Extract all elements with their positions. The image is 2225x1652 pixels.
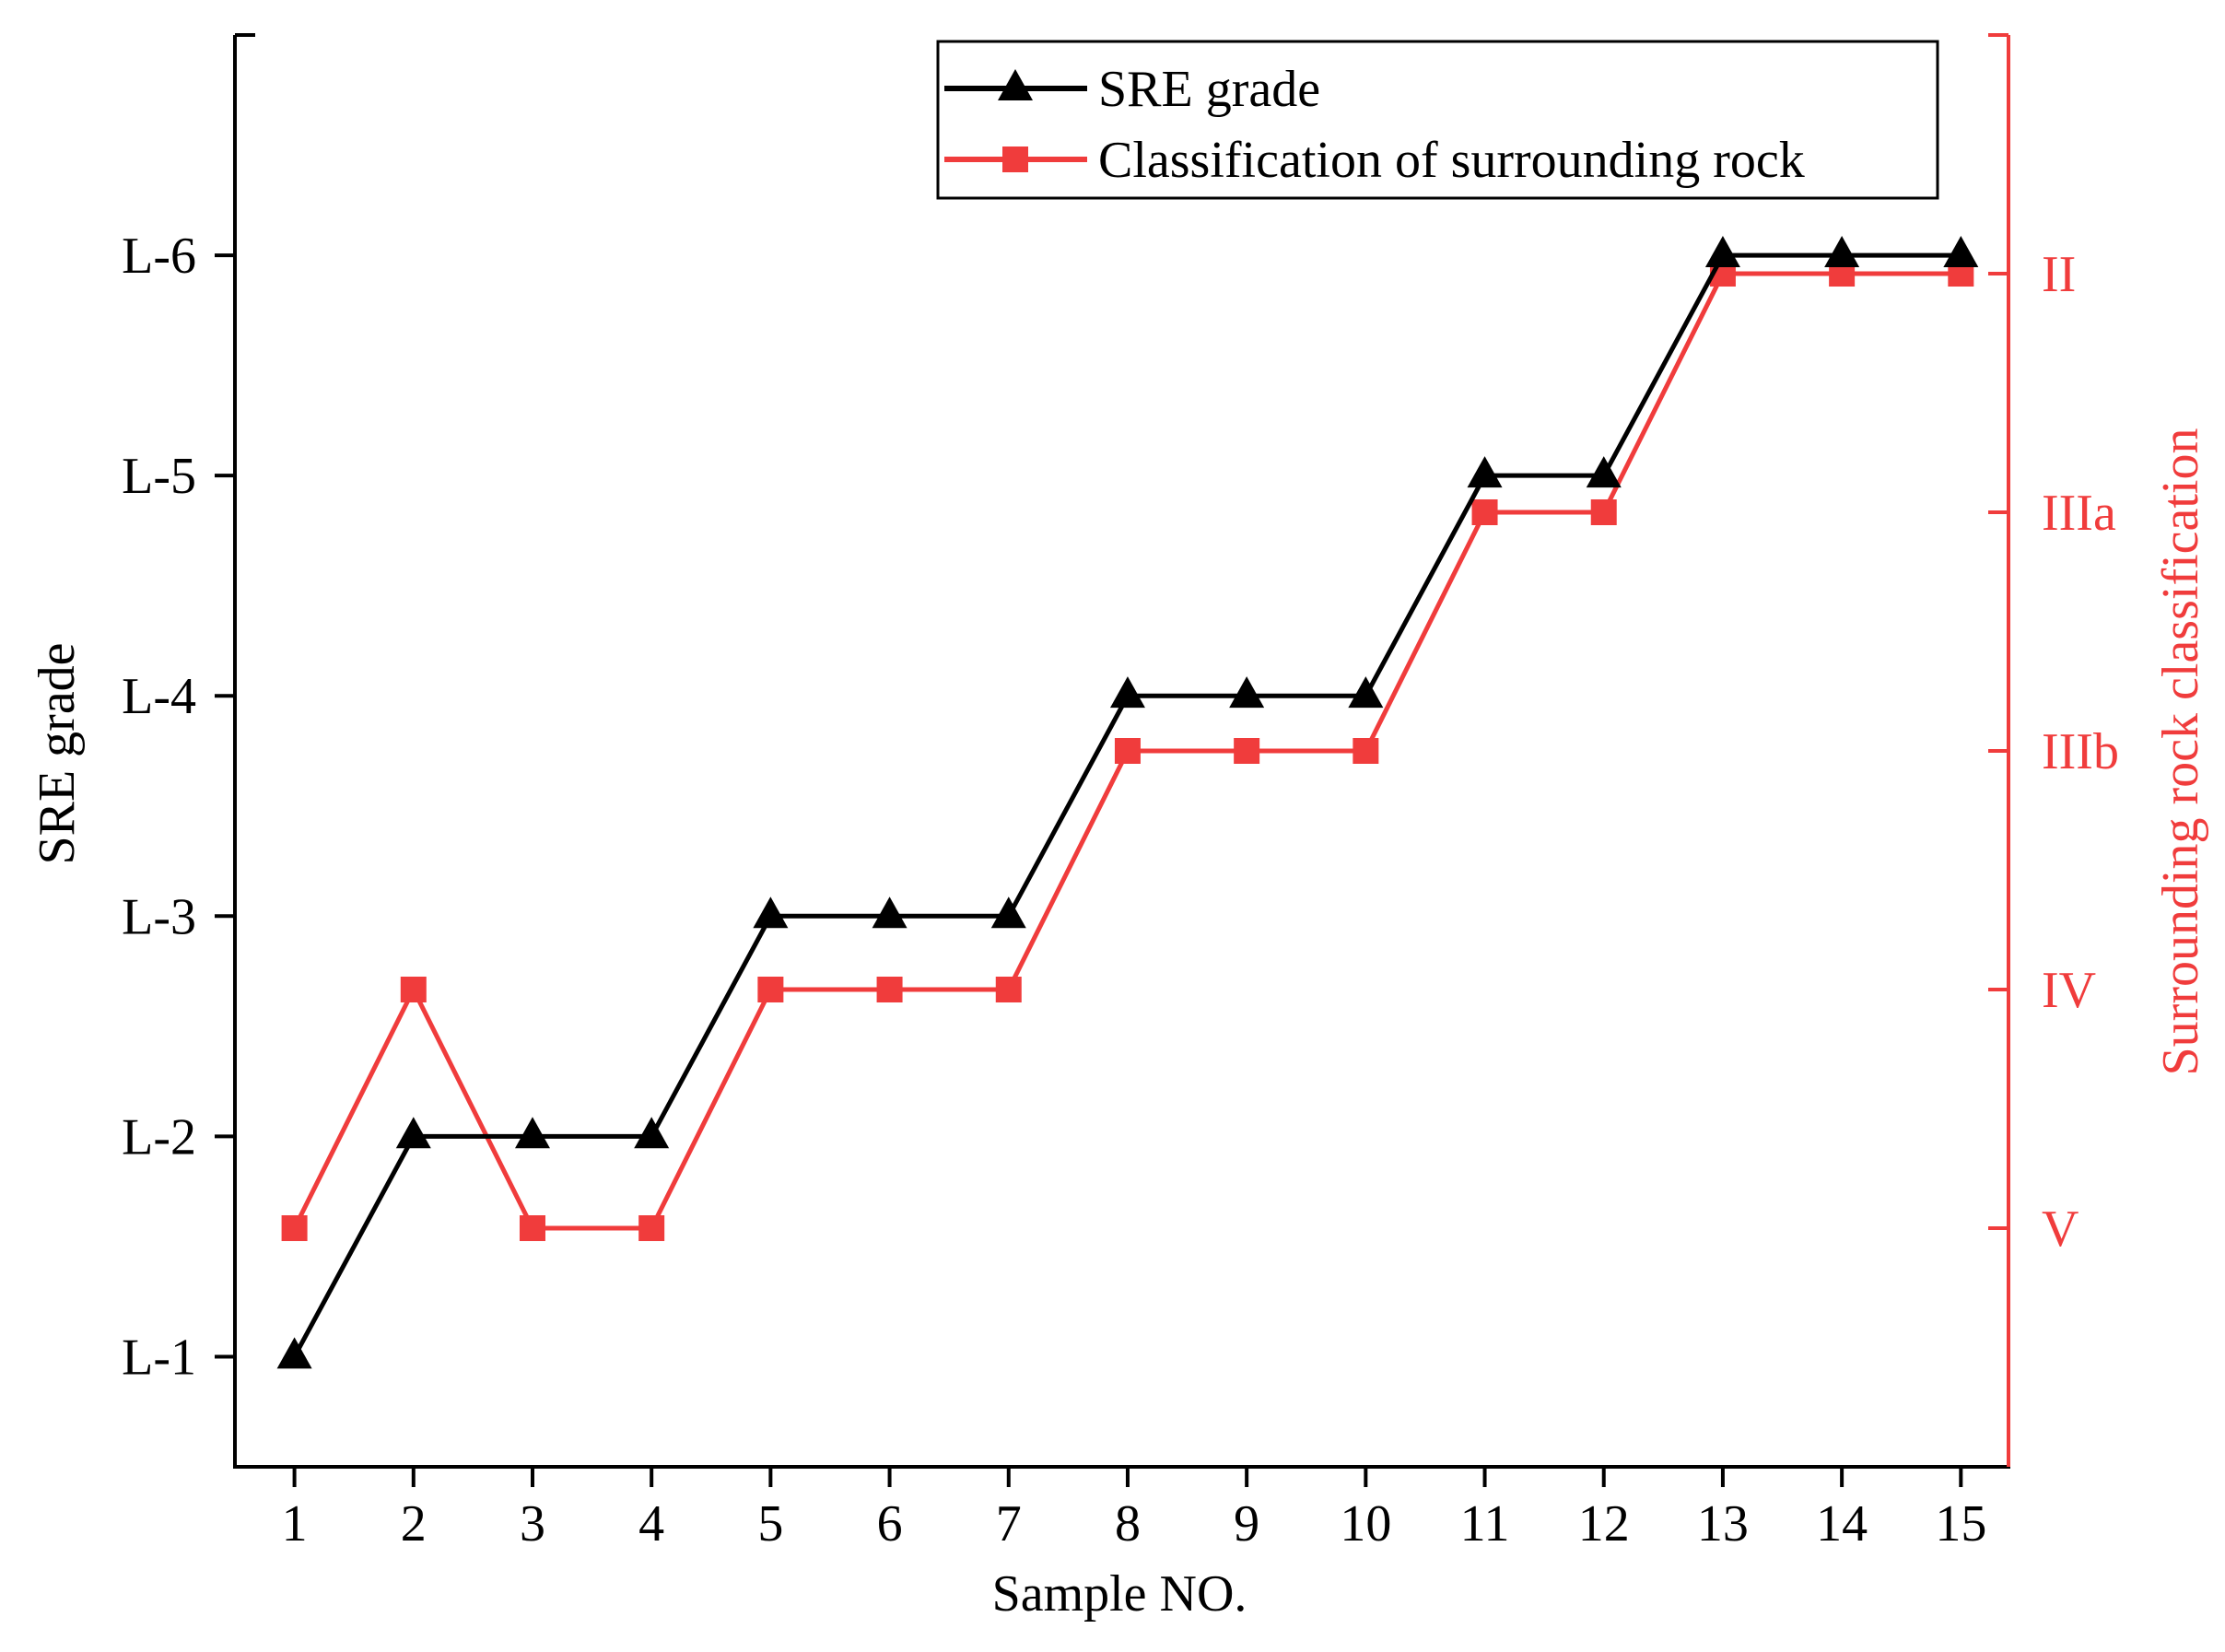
x-tick-label: 8 [1115,1495,1141,1552]
sre-grade-point [1229,676,1265,709]
sre-grade-point [395,1117,431,1149]
x-tick-label: 11 [1460,1495,1510,1552]
sre-grade-point [1824,235,1860,267]
x-tick-label: 12 [1578,1495,1630,1552]
x-axis-title: Sample NO. [992,1565,1247,1623]
classification-point [1114,738,1141,764]
x-tick-label: 6 [877,1495,903,1552]
x-tick-label: 10 [1340,1495,1391,1552]
classification-point [1234,738,1260,764]
sre-grade-point [1586,456,1622,488]
legend-box [936,40,1939,200]
classification-point [995,977,1022,1002]
x-tick-label: 3 [520,1495,545,1552]
classification-point [400,977,427,1002]
classification-point [1471,499,1498,525]
sre-grade-point [1943,235,1979,267]
x-tick-label: 2 [401,1495,427,1552]
y2-axis-ticks: V IV IIIb IIIa II [1988,246,2119,1258]
classification-point [1590,499,1617,525]
y-tick-label: L-6 [122,228,196,285]
sre-grade-point [872,896,908,929]
y-tick-label: L-1 [122,1329,196,1386]
y-tick-label: L-5 [122,448,196,505]
y2-tick-label: IV [2042,962,2096,1019]
legend-label-sre-grade: SRE grade [1098,61,1320,118]
classification-point [281,1215,308,1241]
sre-grade-point [1704,235,1740,267]
x-tick-label: 15 [1935,1495,1986,1552]
legend-marker-square [1002,146,1028,172]
classification-point [638,1215,665,1241]
x-tick-label: 5 [757,1495,783,1552]
x-tick-label: 13 [1697,1495,1749,1552]
y-tick-label: L-2 [122,1108,196,1166]
x-tick-label: 7 [996,1495,1022,1552]
sre-grade-point [514,1117,550,1149]
x-tick-label: 9 [1234,1495,1259,1552]
x-tick-label: 4 [638,1495,664,1552]
y2-tick-label: IIIa [2042,485,2116,542]
y-axis-title: SRE grade [29,642,86,864]
sre-grade-point [276,1337,312,1369]
legend: SRE grade Classification of surrounding … [936,40,1939,200]
y-tick-label: L-3 [122,888,196,945]
y2-tick-label: II [2042,246,2076,303]
y2-tick-label: IIIb [2042,723,2119,780]
y2-axis-title: Surrounding rock classification [2152,428,2209,1076]
legend-label-classification: Classification of surrounding rock [1098,132,1805,189]
sre-grade-point [634,1117,670,1149]
classification-point [876,977,903,1002]
classification-point [1353,738,1379,764]
classification-point [519,1215,545,1241]
classification-point [757,977,784,1002]
plot-series [276,235,1979,1369]
y-axis-ticks: L-1 L-2 L-3 L-4 L-5 L-6 [122,228,235,1386]
x-axis-ticks: 1 2 3 4 5 6 7 8 9 10 11 12 13 14 15 [282,1467,1986,1552]
legend-marker-triangle [998,69,1033,100]
sre-grade-point [990,896,1026,929]
sre-grade-point [1348,676,1384,709]
sre-grade-point [1109,676,1145,709]
x-tick-label: 1 [282,1495,308,1552]
sre-grade-point [753,896,789,929]
y-tick-label: L-4 [122,668,196,725]
x-tick-label: 14 [1816,1495,1868,1552]
sre-grade-point [1467,456,1503,488]
y2-tick-label: V [2042,1201,2079,1258]
